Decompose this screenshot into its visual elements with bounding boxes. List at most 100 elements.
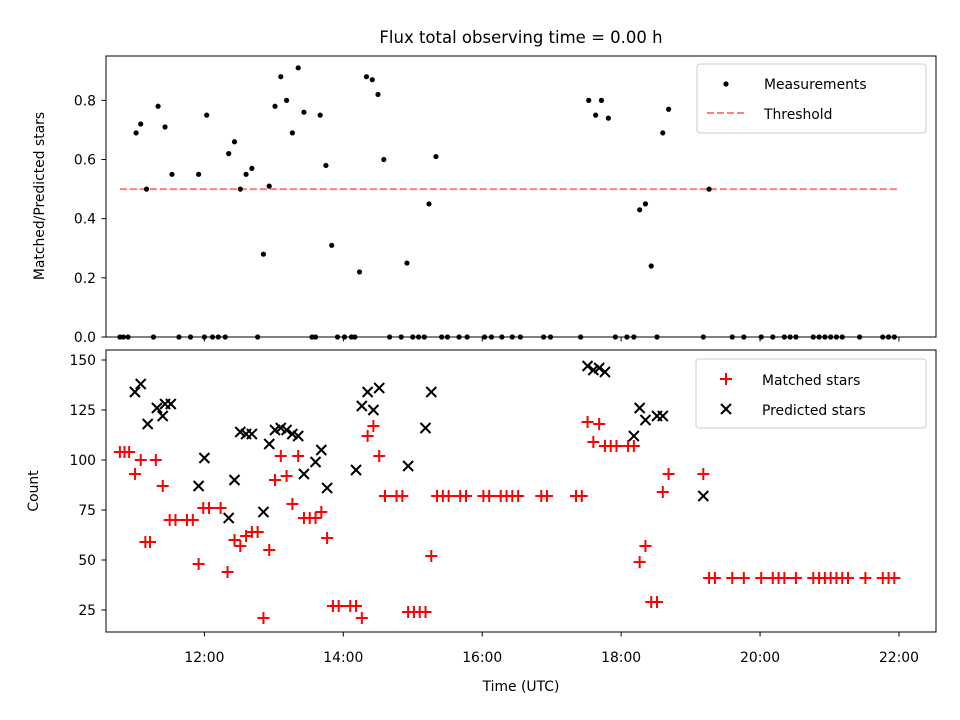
- count-y-tick-label: 125: [69, 403, 96, 419]
- matched-star-point: [662, 468, 675, 480]
- measurement-point: [706, 186, 712, 192]
- count-y-tick-label: 100: [69, 453, 96, 469]
- predicted-star-point: [593, 362, 605, 374]
- measurement-point: [155, 103, 161, 109]
- matched-star-point: [286, 498, 299, 510]
- predicted-star-point: [402, 460, 414, 472]
- matched-star-point: [842, 572, 855, 584]
- matched-star-point: [234, 540, 247, 552]
- matched-star-point: [859, 572, 872, 584]
- matched-star-point: [460, 490, 473, 502]
- x-tick-label: 20:00: [740, 650, 780, 666]
- ratio-axes-frame: [105, 55, 937, 338]
- matched-star-point: [419, 606, 432, 618]
- measurement-point: [426, 201, 432, 207]
- matched-star-point: [367, 420, 380, 432]
- predicted-star-point: [165, 398, 177, 410]
- legend-measurements-label: Measurements: [764, 77, 867, 93]
- predicted-star-point: [192, 480, 205, 492]
- predicted-star-point: [367, 404, 380, 416]
- predicted-star-point: [321, 482, 333, 494]
- matched-star-point: [321, 532, 334, 544]
- x-tick-label: 12:00: [184, 650, 224, 666]
- measurement-point: [231, 139, 238, 145]
- matched-star-point: [315, 506, 328, 518]
- matched-star-point: [888, 572, 901, 584]
- matched-star-point: [633, 556, 646, 568]
- predicted-star-point: [425, 386, 437, 398]
- predicted-star-point: [628, 430, 640, 442]
- matched-star-point: [274, 450, 287, 462]
- x-tick-label: 18:00: [601, 650, 641, 666]
- count-legend-box: [695, 358, 927, 429]
- matched-star-point: [575, 490, 588, 502]
- predicted-star-point: [657, 410, 669, 422]
- predicted-star-point: [356, 400, 368, 412]
- matched-star-point: [656, 486, 669, 498]
- matched-star-point: [442, 490, 455, 502]
- ratio-y-tick-label: 0.6: [74, 153, 96, 169]
- legend-predicted-label: Predicted stars: [762, 403, 866, 419]
- measurement-point: [133, 130, 139, 136]
- measurement-point: [381, 156, 387, 163]
- matched-star-point: [789, 572, 802, 584]
- matched-star-point: [186, 514, 199, 526]
- measurement-point: [433, 153, 439, 160]
- predicted-star-point: [228, 474, 241, 486]
- predicted-star-point: [581, 360, 594, 372]
- measurement-point: [260, 251, 267, 257]
- ratio-y-tick-label: 0.0: [74, 330, 96, 346]
- measurement-point: [278, 74, 284, 80]
- predicted-star-point: [129, 386, 141, 398]
- predicted-star-point: [151, 402, 163, 414]
- measurement-point: [143, 186, 150, 192]
- predicted-star-point: [141, 418, 154, 430]
- predicted-star-point: [373, 382, 385, 394]
- matched-star-point: [214, 502, 227, 514]
- predicted-star-point: [222, 512, 235, 524]
- count-y-tick-label: 50: [78, 553, 96, 569]
- matched-star-point: [651, 596, 664, 608]
- measurement-point: [295, 65, 301, 71]
- predicted-star-point: [309, 456, 322, 468]
- measurement-point: [593, 112, 599, 118]
- predicted-star-point: [315, 444, 328, 456]
- matched-star-point: [269, 474, 282, 486]
- count-panel: 25 50 75 100 125 150 12:00 14:00 16:00 18:00 20:0…: [26, 349, 937, 695]
- matched-star-point: [639, 540, 652, 552]
- measurement-point: [404, 260, 410, 266]
- matched-star-point: [169, 514, 182, 526]
- matched-star-point: [610, 440, 623, 452]
- matched-star-point: [123, 446, 136, 458]
- matched-star-point: [425, 550, 438, 562]
- measurement-point: [266, 183, 272, 189]
- measurement-point: [363, 74, 370, 80]
- measurement-point: [138, 121, 144, 127]
- measurement-point: [356, 269, 363, 275]
- ratio-legend-box: [696, 63, 927, 134]
- measurement-point: [249, 165, 255, 171]
- matched-star-point: [755, 572, 768, 584]
- measurement-point: [317, 112, 323, 118]
- measurement-point: [226, 151, 232, 157]
- matched-star-point: [192, 558, 205, 570]
- legend-measurements-marker: [723, 81, 729, 87]
- x-tick-label: 22:00: [879, 650, 919, 666]
- predicted-star-point: [198, 452, 211, 464]
- measurement-point: [665, 106, 672, 112]
- measurement-point: [272, 103, 278, 109]
- count-y-tick-label: 75: [78, 503, 96, 519]
- measurement-point: [660, 130, 666, 136]
- matched-star-point: [708, 572, 721, 584]
- measurement-point: [162, 124, 168, 130]
- predicted-star-point: [419, 422, 432, 434]
- measurement-point: [243, 171, 249, 177]
- matched-star-point: [726, 572, 739, 584]
- matched-star-point: [541, 490, 554, 502]
- x-axis-label: Time (UTC): [482, 679, 560, 695]
- legend-threshold-label: Threshold: [763, 107, 832, 123]
- predicted-star-point: [292, 430, 304, 442]
- measurement-point: [323, 162, 329, 169]
- matched-star-point: [355, 612, 368, 624]
